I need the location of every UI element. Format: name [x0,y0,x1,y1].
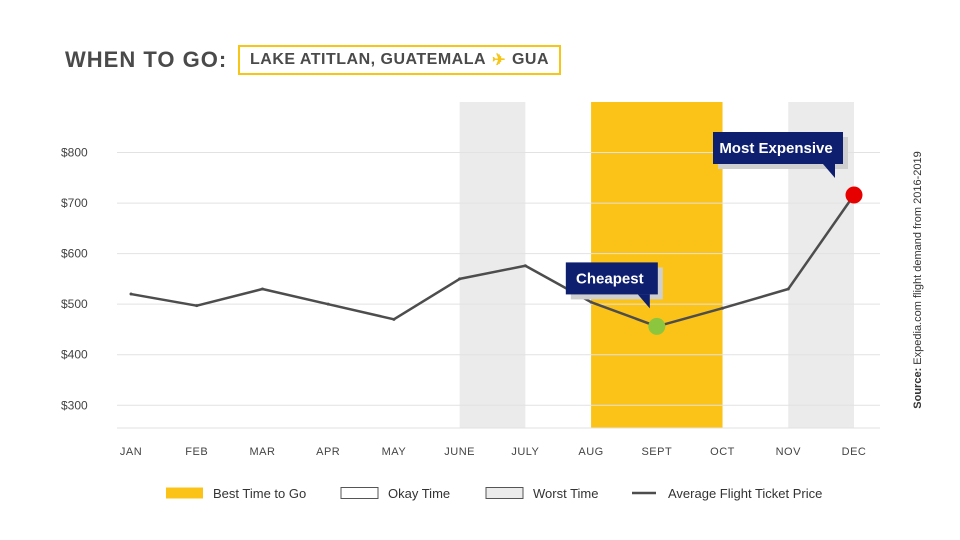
price-point [721,306,725,310]
y-tick-label: $300 [61,398,88,412]
price-point [260,287,264,291]
price-point [195,304,199,308]
x-tick-label: JAN [120,446,142,458]
y-tick-label: $800 [61,146,88,160]
legend-swatch-best [166,487,203,499]
legend-label: Average Flight Ticket Price [668,486,822,501]
price-point [589,300,593,304]
source-text: Expedia.com flight demand from 2016-2019 [912,151,924,365]
most-expensive-callout: Most Expensive [713,131,848,178]
destination-label: LAKE ATITLAN, GUATEMALA [250,51,487,68]
most-expensive-label: Most Expensive [719,140,832,157]
x-tick-label: MAR [249,446,275,458]
destination-badge: LAKE ATITLAN, GUATEMALA ✈ GUA [238,45,562,75]
callout-pointer [637,294,650,309]
legend-item-worst: Worst Time [485,486,599,501]
legend-label: Okay Time [388,486,450,501]
price-line-series [130,194,856,328]
x-tick-label: AUG [578,446,603,458]
airplane-icon: ✈ [492,52,506,69]
price-point [786,287,790,291]
x-tick-label: MAY [382,446,407,458]
cheapest-callout: Cheapest [565,262,663,309]
callout-box [565,262,658,295]
price-point [523,264,527,268]
callout-box [713,131,843,164]
y-tick-label: $700 [61,196,88,210]
source-label: Source: [912,367,924,409]
price-point [392,317,396,321]
legend-label: Best Time to Go [213,486,306,501]
legend-swatch-okay [340,487,379,499]
y-tick-label: $600 [61,247,88,261]
legend-item-best: Best Time to Go [166,486,306,501]
worst-time-band [459,102,526,428]
callout-pointer [823,163,835,178]
x-tick-label: NOV [776,446,802,458]
legend-swatch-worst [485,487,524,499]
price-point [129,292,133,296]
airport-code: GUA [511,51,550,68]
x-tick-label: FEB [185,446,208,458]
most-expensive-marker [845,186,863,204]
price-point [458,277,462,281]
price-point [326,302,330,306]
y-tick-label: $500 [61,297,88,311]
legend-item-okay: Okay Time [340,486,450,501]
cheapest-marker [648,317,666,335]
x-tick-label: OCT [710,446,735,458]
legend-item-line: Average Flight Ticket Price [632,486,822,501]
x-tick-label: SEPT [641,446,672,458]
cheapest-label: Cheapest [576,270,644,287]
x-tick-label: DEC [842,446,867,458]
y-tick-label: $400 [61,348,88,362]
x-tick-label: JUNE [444,446,475,458]
x-tick-label: APR [316,446,340,458]
chart-title: WHEN TO GO: [65,47,228,72]
legend-label: Worst Time [533,486,599,501]
x-tick-label: JULY [511,446,539,458]
source-note: Source: Expedia.com flight demand from 2… [912,151,924,408]
